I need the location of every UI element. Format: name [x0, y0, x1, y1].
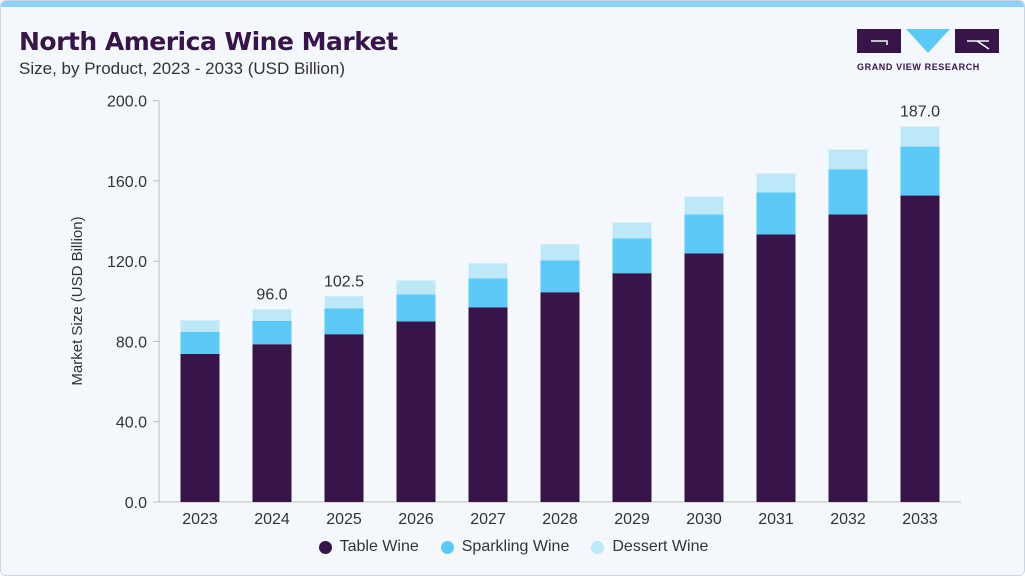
chart-subtitle: Size, by Product, 2023 - 2033 (USD Billi… [19, 59, 345, 78]
bar-table-wine-2030 [684, 253, 724, 502]
bar-table-wine-2024 [252, 344, 292, 502]
bar-table-wine-2029 [612, 273, 652, 502]
y-tick-label: 120.0 [107, 254, 147, 271]
bar-sparkling-wine-2032 [828, 169, 868, 215]
legend-item: Table Wine [318, 538, 419, 556]
bar-sparkling-wine-2024 [252, 320, 292, 345]
data-label-2024: 96.0 [256, 286, 287, 303]
x-tick-label: 2028 [542, 511, 578, 528]
bar-sparkling-wine-2028 [540, 260, 580, 293]
legend-item: Sparkling Wine [440, 538, 570, 556]
stacked-bar-chart: 0.0 40.0 80.0 120.0 160.0 200.0 Market Size (U… [69, 94, 961, 528]
bar-sparkling-wine-2025 [324, 308, 364, 335]
bar-sparkling-wine-2029 [612, 238, 652, 274]
legend-label: Dessert Wine [612, 538, 709, 555]
bar-table-wine-2023 [180, 353, 220, 502]
logo-icon [857, 29, 999, 53]
y-tick-label: 160.0 [107, 174, 147, 191]
bar-dessert-wine-2027 [468, 263, 508, 279]
bar-dessert-wine-2033 [900, 126, 940, 147]
x-tick-label: 2026 [398, 511, 434, 528]
data-label-2033: 187.0 [900, 104, 940, 121]
x-tick-label: 2033 [902, 511, 938, 528]
x-tick-label: 2029 [614, 511, 650, 528]
bar-dessert-wine-2032 [828, 149, 868, 170]
bar-dessert-wine-2023 [180, 320, 220, 333]
bar-dessert-wine-2024 [252, 309, 292, 321]
bar-table-wine-2026 [396, 321, 436, 502]
bar-sparkling-wine-2031 [756, 192, 796, 235]
bar-dessert-wine-2030 [684, 196, 724, 215]
bar-dessert-wine-2025 [324, 296, 364, 309]
bar-sparkling-wine-2026 [396, 294, 436, 322]
bar-sparkling-wine-2033 [900, 146, 940, 196]
bar-table-wine-2025 [324, 334, 364, 502]
x-tick-label: 2031 [758, 511, 794, 528]
accent-bar [1, 1, 1024, 7]
bar-sparkling-wine-2023 [180, 332, 220, 354]
y-tick-label: 0.0 [125, 495, 147, 512]
chart-title: North America Wine Market [19, 27, 398, 56]
bar-dessert-wine-2029 [612, 222, 652, 239]
bar-dessert-wine-2028 [540, 244, 580, 261]
x-tick-label: 2024 [254, 511, 290, 528]
legend-item: Dessert Wine [591, 538, 708, 556]
x-tick-label: 2023 [182, 511, 218, 528]
bar-sparkling-wine-2030 [684, 214, 724, 254]
legend-dot-icon [440, 540, 454, 554]
data-label-2025: 102.5 [324, 273, 364, 290]
x-tick-label: 2032 [830, 511, 866, 528]
x-tick-label: 2030 [686, 511, 722, 528]
y-axis-title: Market Size (USD Billion) [69, 216, 86, 385]
bar-sparkling-wine-2027 [468, 278, 508, 308]
y-tick-label: 200.0 [107, 94, 147, 111]
grand-view-research-logo: GRAND VIEW RESEARCH [857, 29, 999, 72]
x-tick-label: 2027 [470, 511, 506, 528]
legend-dot-icon [318, 540, 332, 554]
bar-table-wine-2032 [828, 214, 868, 502]
legend-label: Sparkling Wine [461, 538, 570, 555]
bar-table-wine-2028 [540, 292, 580, 502]
x-tick-label: 2025 [326, 511, 362, 528]
bar-table-wine-2031 [756, 234, 796, 502]
legend-label: Table Wine [339, 538, 419, 555]
bar-dessert-wine-2026 [396, 280, 436, 295]
legend: Table Wine Sparkling Wine Dessert Wine [1, 538, 1024, 556]
y-tick-label: 40.0 [116, 415, 147, 432]
y-tick-label: 80.0 [116, 334, 147, 351]
bar-table-wine-2033 [900, 195, 940, 502]
bar-dessert-wine-2031 [756, 173, 796, 193]
legend-dot-icon [591, 540, 605, 554]
logo-text: GRAND VIEW RESEARCH [857, 62, 980, 72]
bar-table-wine-2027 [468, 307, 508, 502]
